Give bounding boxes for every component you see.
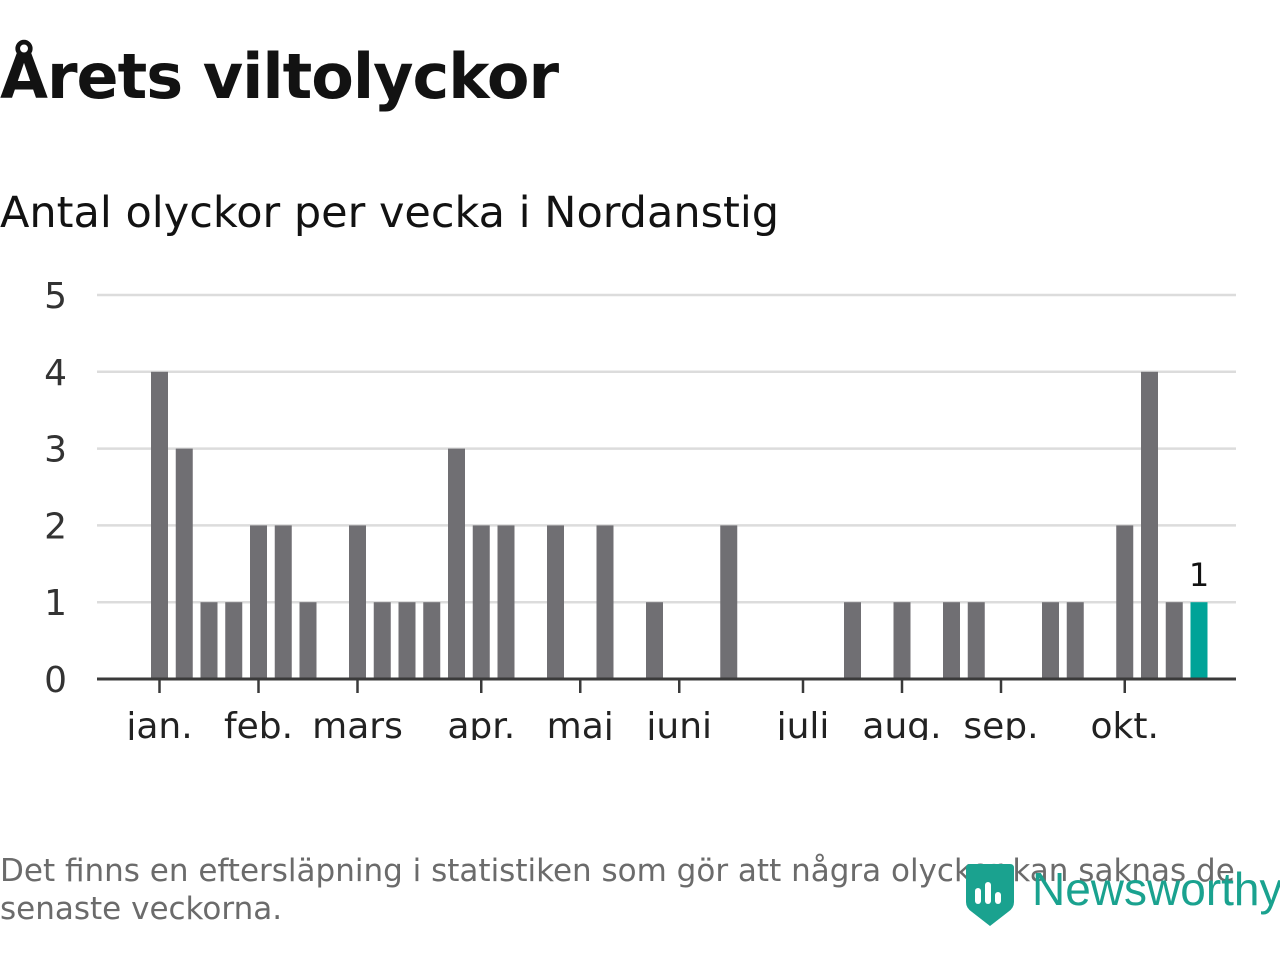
bar xyxy=(225,602,243,679)
bar xyxy=(547,525,564,679)
newsworthy-logo: Newsworthy xyxy=(964,858,1280,930)
x-tick-label: okt. xyxy=(1091,706,1159,740)
newsworthy-logo-icon xyxy=(966,864,1014,926)
bar xyxy=(472,525,490,679)
x-tick-label: apr. xyxy=(447,706,515,740)
bar xyxy=(200,602,218,679)
bar xyxy=(646,602,663,679)
bar xyxy=(151,371,168,679)
bar xyxy=(274,525,292,679)
highlighted-bar xyxy=(1190,602,1208,679)
bar xyxy=(250,525,267,679)
x-tick-label: juni xyxy=(645,706,712,740)
bar xyxy=(1141,371,1158,679)
x-tick-label: aug. xyxy=(862,706,941,740)
bar xyxy=(1042,602,1059,679)
bar xyxy=(844,602,861,679)
x-tick-label: juli xyxy=(776,706,830,740)
bar xyxy=(373,602,391,679)
data-label: 1 xyxy=(1189,556,1209,594)
bar xyxy=(893,602,911,679)
y-tick-label: 2 xyxy=(44,506,67,547)
bar xyxy=(349,525,366,679)
y-tick-label: 4 xyxy=(44,353,67,394)
x-tick-label: feb. xyxy=(224,706,293,740)
bar xyxy=(720,525,738,679)
y-tick-label: 3 xyxy=(44,430,67,471)
y-tick-label: 0 xyxy=(44,660,67,701)
bar xyxy=(1165,602,1183,679)
chart-subtitle: Antal olyckor per vecka i Nordanstig xyxy=(0,188,780,238)
x-tick-label: mars xyxy=(312,706,403,740)
bar xyxy=(1066,602,1084,679)
bar xyxy=(1116,525,1134,679)
bar xyxy=(175,448,193,679)
bar xyxy=(967,602,985,679)
chart-title: Årets viltolyckor xyxy=(0,40,559,113)
bar xyxy=(596,525,614,679)
y-tick-label: 5 xyxy=(44,276,67,317)
bar xyxy=(943,602,960,679)
bar xyxy=(423,602,441,679)
newsworthy-logo-text: Newsworthy xyxy=(1032,863,1280,915)
x-tick-label: jan. xyxy=(125,706,192,740)
footnote: Det finns en eftersläpning i statistiken… xyxy=(0,853,1235,927)
x-tick-label: sep. xyxy=(963,706,1038,740)
y-tick-label: 1 xyxy=(44,583,67,624)
bar xyxy=(497,525,515,679)
bar xyxy=(448,448,465,679)
bar-chart: 0 1 2 3 4 5 1 jan. feb. mars apr. maj juni juli aug. se… xyxy=(44,276,1236,740)
bar xyxy=(299,602,317,679)
bar xyxy=(398,602,416,679)
x-tick-label: maj xyxy=(547,706,614,740)
